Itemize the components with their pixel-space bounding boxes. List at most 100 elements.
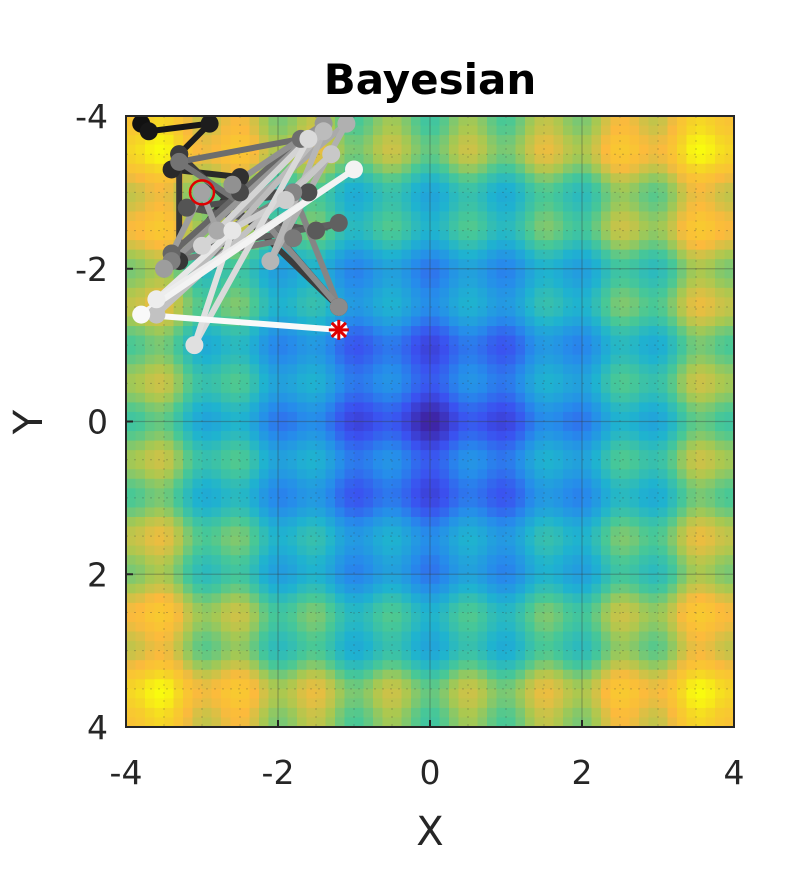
y-tick-label: -2	[75, 250, 108, 289]
heatmap-cell	[221, 516, 232, 528]
heatmap-cell	[620, 564, 631, 575]
heatmap-cell	[705, 478, 716, 489]
heatmap-cell	[135, 402, 146, 413]
heatmap-cell	[363, 345, 374, 356]
heatmap-cell	[335, 660, 346, 671]
heatmap-cell	[658, 564, 669, 575]
heatmap-cell	[411, 688, 422, 699]
heatmap-cell	[297, 411, 308, 423]
heatmap-cell	[420, 221, 431, 232]
heatmap-cell	[354, 154, 365, 165]
heatmap-cell	[135, 497, 146, 509]
heatmap-cell	[401, 440, 412, 451]
heatmap-cell	[477, 249, 488, 260]
heatmap-cell	[240, 583, 251, 594]
heatmap-cell	[287, 660, 298, 671]
heatmap-cell	[610, 402, 621, 413]
heatmap-cell	[420, 602, 431, 614]
heatmap-cell	[439, 478, 450, 489]
heatmap-cell	[620, 583, 631, 594]
heatmap-cell	[534, 698, 545, 709]
heatmap-cell	[648, 316, 659, 327]
heatmap-cell	[534, 306, 545, 318]
heatmap-cell	[620, 240, 631, 251]
heatmap-cell	[164, 497, 175, 509]
heatmap-cell	[249, 526, 260, 537]
heatmap-cell	[515, 507, 526, 518]
heatmap-cell	[392, 421, 403, 432]
heatmap-cell	[677, 211, 688, 222]
heatmap-cell	[582, 516, 593, 528]
heatmap-cell	[648, 192, 659, 203]
heatmap-cell	[601, 163, 612, 174]
heatmap-cell	[401, 240, 412, 251]
heatmap-cell	[287, 154, 298, 165]
heatmap-cell	[420, 259, 431, 270]
heatmap-cell	[534, 450, 545, 461]
heatmap-cell	[173, 297, 184, 308]
heatmap-cell	[268, 679, 279, 690]
heatmap-cell	[259, 631, 270, 642]
path-point	[261, 252, 280, 271]
heatmap-cell	[449, 717, 460, 727]
heatmap-cell	[658, 211, 669, 222]
heatmap-cell	[183, 326, 194, 337]
heatmap-cell	[145, 459, 156, 470]
heatmap-cell	[477, 593, 488, 604]
heatmap-cell	[582, 564, 593, 575]
heatmap-cell	[677, 392, 688, 404]
heatmap-cell	[316, 621, 327, 633]
heatmap-cell	[392, 373, 403, 384]
heatmap-cell	[211, 602, 222, 614]
heatmap-cell	[344, 268, 355, 279]
heatmap-cell	[544, 707, 555, 719]
heatmap-cell	[183, 650, 194, 661]
heatmap-cell	[145, 698, 156, 709]
heatmap-cell	[705, 545, 716, 556]
heatmap-cell	[202, 469, 213, 480]
heatmap-cell	[259, 135, 270, 146]
heatmap-cell	[221, 364, 232, 375]
heatmap-cell	[439, 641, 450, 652]
heatmap-cell	[525, 641, 536, 652]
heatmap-cell	[135, 230, 146, 241]
heatmap-cell	[468, 297, 479, 308]
heatmap-cell	[496, 173, 507, 184]
heatmap-cell	[715, 497, 726, 509]
heatmap-cell	[534, 297, 545, 308]
heatmap-cell	[202, 707, 213, 719]
heatmap-cell	[591, 478, 602, 489]
heatmap-cell	[705, 249, 716, 260]
heatmap-cell	[278, 707, 289, 719]
heatmap-cell	[221, 555, 232, 566]
heatmap-cell	[506, 536, 517, 547]
heatmap-cell	[202, 364, 213, 375]
heatmap-cell	[316, 717, 327, 727]
heatmap-cell	[392, 660, 403, 671]
heatmap-cell	[553, 621, 564, 633]
heatmap-cell	[591, 287, 602, 298]
heatmap-cell	[411, 707, 422, 719]
x-tick-label: -4	[110, 753, 143, 792]
heatmap-cell	[382, 450, 393, 461]
heatmap-cell	[544, 555, 555, 566]
heatmap-cell	[392, 612, 403, 623]
heatmap-cell	[287, 354, 298, 365]
heatmap-cell	[487, 125, 498, 136]
heatmap-cell	[420, 125, 431, 136]
heatmap-cell	[658, 249, 669, 260]
heatmap-cell	[449, 163, 460, 174]
heatmap-cell	[658, 421, 669, 432]
heatmap-cell	[677, 163, 688, 174]
heatmap-cell	[221, 698, 232, 709]
heatmap-cell	[164, 526, 175, 537]
heatmap-cell	[705, 287, 716, 298]
heatmap-cell	[639, 660, 650, 671]
heatmap-cell	[534, 669, 545, 680]
heatmap-cell	[392, 287, 403, 298]
heatmap-cell	[164, 507, 175, 518]
heatmap-cell	[211, 154, 222, 165]
heatmap-cell	[259, 497, 270, 509]
heatmap-cell	[525, 621, 536, 633]
heatmap-cell	[411, 497, 422, 509]
